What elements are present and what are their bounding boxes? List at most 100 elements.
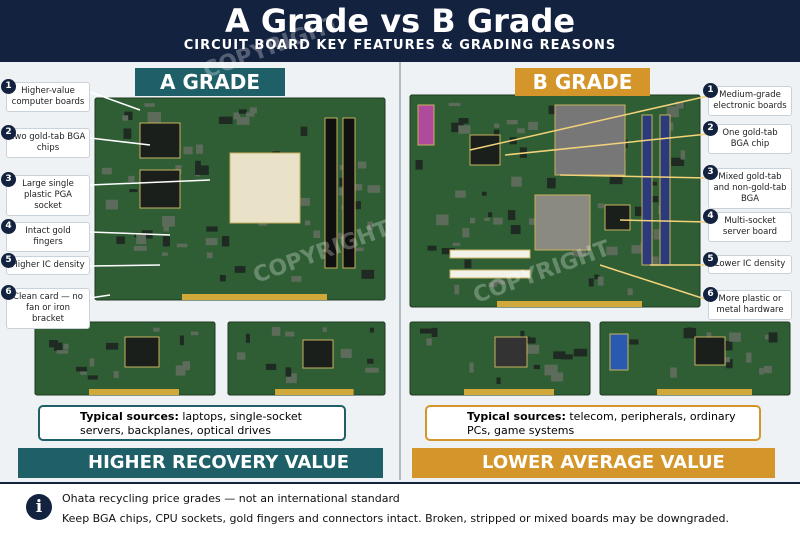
chip (249, 107, 257, 114)
feature-number: 1 (1, 79, 16, 94)
chip (436, 214, 449, 226)
callout-line (89, 231, 171, 236)
chip (493, 129, 500, 136)
chip (520, 330, 525, 339)
chip (686, 327, 693, 338)
gold-fingers (657, 389, 752, 395)
feature-callout: 1 Higher-value computer boards (1, 79, 90, 112)
chip (768, 332, 778, 343)
chip (162, 216, 175, 227)
feature-number: 4 (1, 219, 16, 234)
chip (175, 365, 186, 376)
feature-callout: 4 Intact gold fingers (1, 219, 90, 252)
ic (417, 104, 435, 146)
chip (551, 372, 564, 382)
chip (124, 111, 133, 121)
chip (196, 144, 203, 154)
callout-line (504, 133, 709, 156)
a-value-banner: HIGHER RECOVERY VALUE (18, 448, 383, 478)
chip (528, 121, 538, 130)
chip (116, 236, 125, 244)
chip (572, 246, 587, 257)
chip (427, 245, 437, 251)
chip (236, 352, 246, 360)
chip (265, 363, 277, 371)
feature-text: Large single plastic PGA socket (22, 179, 74, 211)
feature-text: More plastic or metal hardware (716, 294, 784, 315)
ic (641, 114, 653, 266)
chip (517, 128, 525, 134)
feature-number: 6 (1, 285, 16, 300)
ic (302, 339, 334, 369)
chip (136, 233, 147, 245)
chip (105, 199, 118, 210)
subtitle: CIRCUIT BOARD KEY FEATURES & GRADING REA… (183, 38, 617, 53)
chip (219, 275, 226, 282)
chip (206, 252, 213, 259)
callout-line (89, 179, 211, 186)
footer: i Ohata recycling price grades — not an … (0, 482, 800, 533)
chip (300, 197, 310, 206)
callout-line (559, 174, 709, 179)
chip (506, 119, 518, 125)
chip (357, 161, 367, 169)
ic (609, 333, 629, 371)
chip (75, 366, 87, 372)
ic (694, 336, 726, 366)
chip (129, 189, 138, 193)
ic (494, 336, 528, 368)
chip (238, 109, 247, 114)
feature-text: Higher IC density (11, 260, 85, 270)
chip (304, 220, 311, 226)
chip (322, 327, 327, 332)
feature-text: Lower IC density (714, 259, 786, 269)
chip (606, 246, 618, 256)
chip (553, 351, 566, 359)
chip (521, 337, 536, 344)
chip (526, 344, 540, 354)
feature-text: Medium-grade electronic boards (713, 90, 787, 111)
ic (604, 204, 631, 231)
footer-line: Ohata recycling price grades — not an in… (62, 492, 400, 505)
chip (462, 228, 470, 238)
chip (494, 123, 500, 128)
a-sources: Typical sources: laptops, single-socket … (38, 405, 346, 441)
header-bar (0, 0, 800, 62)
chip (367, 221, 373, 231)
chip (113, 371, 119, 379)
chip (493, 217, 503, 225)
ic (449, 249, 531, 259)
chip (338, 187, 346, 196)
gold-fingers (464, 389, 554, 395)
callout-line (89, 264, 161, 267)
title: A Grade vs B Grade (224, 2, 576, 40)
chip (464, 259, 472, 269)
chip (546, 177, 556, 189)
chip (488, 212, 493, 218)
chip (285, 367, 292, 377)
chip (365, 367, 379, 373)
chip (631, 245, 644, 254)
feature-callout: 2 One gold-tab BGA chip (703, 121, 792, 154)
chip (469, 217, 476, 224)
chip (190, 331, 199, 336)
chip (205, 238, 218, 246)
ic (449, 269, 531, 279)
chip (123, 128, 132, 139)
chip (588, 278, 594, 287)
chip (454, 284, 460, 295)
feature-text: Mixed gold-tab and non-gold-tab BGA (713, 172, 787, 204)
chip (101, 167, 112, 175)
feature-callout: 2 Two gold-tab BGA chips (1, 125, 90, 158)
chip (629, 339, 639, 345)
chip (481, 191, 487, 196)
chip (234, 266, 246, 273)
chip (652, 181, 657, 186)
chip (680, 150, 686, 160)
chip (176, 243, 188, 248)
feature-callout: 4 Multi-socket server board (703, 209, 792, 242)
feature-text: Higher-value computer boards (11, 86, 85, 107)
sources-text: telecom, peripherals, ordinary PCs, game… (467, 410, 736, 437)
chip (609, 175, 623, 185)
